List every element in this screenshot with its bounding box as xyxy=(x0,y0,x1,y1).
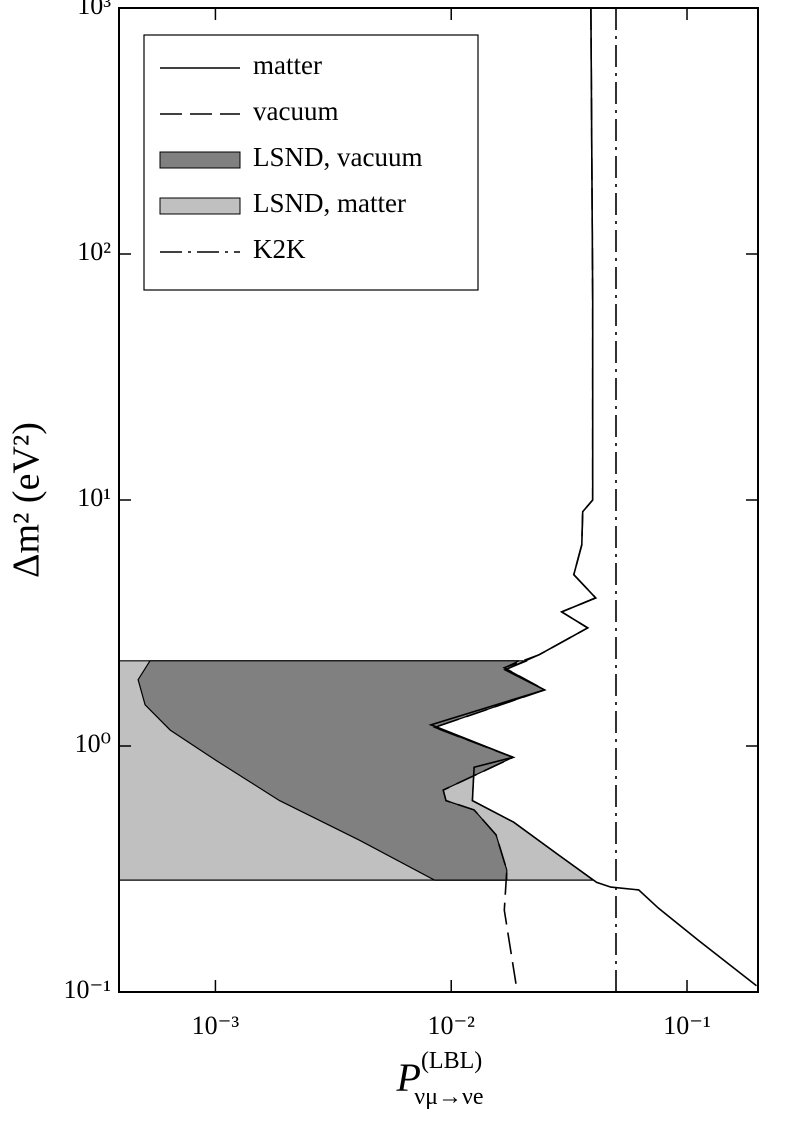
legend-label: vacuum xyxy=(253,96,338,126)
line xyxy=(432,8,598,991)
legend-label: K2K xyxy=(253,234,306,264)
legend-label: matter xyxy=(253,50,322,80)
x-label-symbol: P xyxy=(396,1055,421,1100)
y-tick-label: 10⁰ xyxy=(75,729,111,758)
x-label-superscript: (LBL) xyxy=(421,1048,482,1074)
plot-area xyxy=(119,8,757,992)
x-axis-title: P(LBL) νμ→νe xyxy=(396,1048,484,1110)
x-tick-label: 10⁻³ xyxy=(192,1011,240,1040)
legend-label: LSND, matter xyxy=(253,188,406,218)
y-tick-label: 10³ xyxy=(77,0,111,20)
y-tick-label: 10⁻¹ xyxy=(63,975,111,1004)
legend-label: LSND, vacuum xyxy=(253,142,422,172)
legend-swatch xyxy=(159,151,241,169)
y-axis-title: Δm² (eV²) xyxy=(6,422,48,578)
x-label-subscript: νμ→νe xyxy=(414,1084,483,1110)
y-tick-label: 10² xyxy=(77,237,111,266)
legend-swatch xyxy=(159,197,241,215)
x-tick-label: 10⁻² xyxy=(427,1011,475,1040)
x-tick-label: 10⁻¹ xyxy=(663,1011,711,1040)
y-tick-label: 10¹ xyxy=(77,483,111,512)
